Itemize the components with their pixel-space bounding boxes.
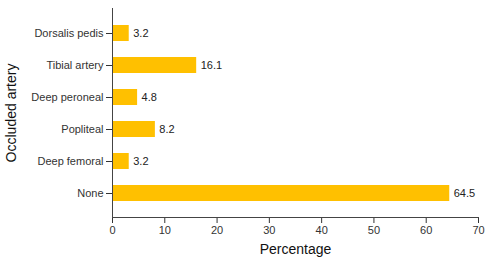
svg-text:0: 0 [109,224,115,236]
svg-text:70: 70 [472,224,484,236]
svg-text:Deep femoral: Deep femoral [37,155,103,167]
svg-text:8.2: 8.2 [159,123,174,135]
svg-text:30: 30 [263,224,275,236]
svg-text:Percentage: Percentage [260,241,332,257]
svg-text:50: 50 [368,224,380,236]
svg-text:64.5: 64.5 [454,187,475,199]
svg-text:3.2: 3.2 [133,27,148,39]
svg-text:Tibial artery: Tibial artery [46,59,104,71]
svg-text:4.8: 4.8 [142,91,157,103]
svg-text:40: 40 [316,224,328,236]
svg-text:None: None [77,187,103,199]
svg-text:16.1: 16.1 [201,59,222,71]
svg-text:Deep peroneal: Deep peroneal [31,91,103,103]
svg-text:20: 20 [211,224,223,236]
svg-text:60: 60 [420,224,432,236]
svg-text:Occluded artery: Occluded artery [3,64,19,163]
svg-text:3.2: 3.2 [133,155,148,167]
svg-text:Popliteal: Popliteal [61,123,103,135]
svg-text:Dorsalis pedis: Dorsalis pedis [34,27,104,39]
svg-text:10: 10 [159,224,171,236]
